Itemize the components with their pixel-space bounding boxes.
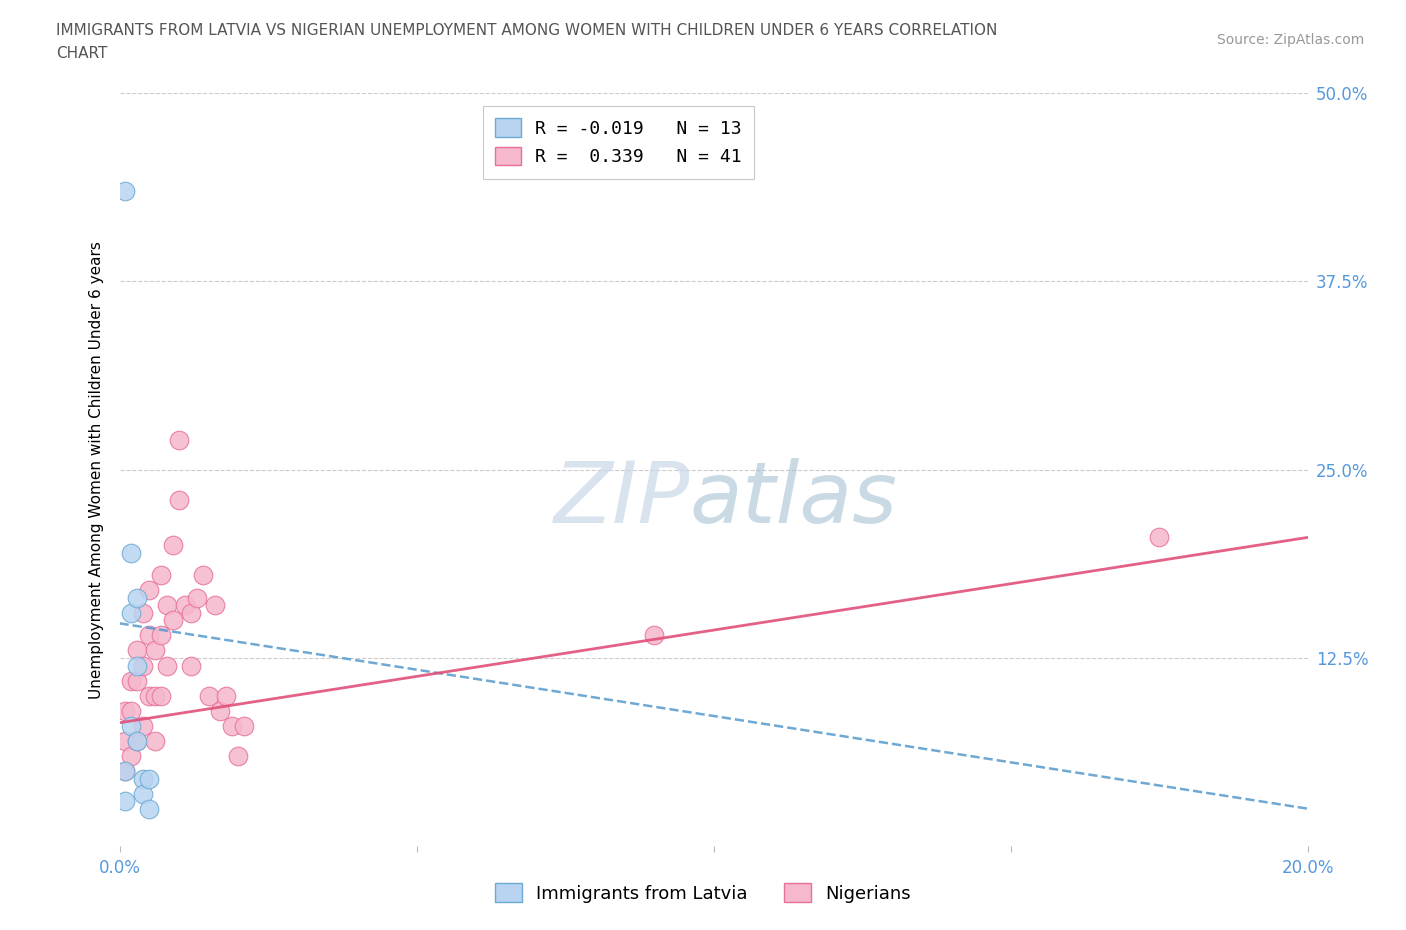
Point <box>138 771 160 786</box>
Point <box>156 598 179 613</box>
Point <box>643 628 665 643</box>
Point <box>120 545 142 560</box>
Point <box>132 786 155 801</box>
Point <box>114 793 136 808</box>
Point <box>132 718 155 733</box>
Legend: R = -0.019   N = 13, R =  0.339   N = 41: R = -0.019 N = 13, R = 0.339 N = 41 <box>482 106 754 179</box>
Point <box>132 771 155 786</box>
Point <box>120 605 142 620</box>
Point <box>1147 530 1170 545</box>
Point <box>138 688 160 703</box>
Point <box>156 658 179 673</box>
Point <box>173 598 195 613</box>
Point <box>191 567 214 582</box>
Point <box>120 703 142 718</box>
Point <box>167 492 190 507</box>
Point <box>114 764 136 778</box>
Point <box>233 718 256 733</box>
Point <box>162 538 184 552</box>
Y-axis label: Unemployment Among Women with Children Under 6 years: Unemployment Among Women with Children U… <box>89 241 104 698</box>
Text: IMMIGRANTS FROM LATVIA VS NIGERIAN UNEMPLOYMENT AMONG WOMEN WITH CHILDREN UNDER : IMMIGRANTS FROM LATVIA VS NIGERIAN UNEMP… <box>56 23 998 38</box>
Point <box>127 658 149 673</box>
Point <box>221 718 243 733</box>
Point <box>114 764 136 778</box>
Point <box>127 673 149 688</box>
Point <box>228 749 250 764</box>
Point <box>150 567 173 582</box>
Point <box>138 583 160 598</box>
Point <box>143 643 166 658</box>
Point <box>127 734 149 749</box>
Text: atlas: atlas <box>690 458 898 541</box>
Point <box>138 802 160 817</box>
Point <box>143 734 166 749</box>
Point <box>186 591 208 605</box>
Point <box>167 432 190 447</box>
Point <box>114 703 136 718</box>
Point <box>150 628 173 643</box>
Point <box>132 658 155 673</box>
Point <box>162 613 184 628</box>
Point <box>120 718 142 733</box>
Point <box>120 749 142 764</box>
Point <box>114 734 136 749</box>
Point <box>127 643 149 658</box>
Point <box>114 183 136 198</box>
Point <box>127 734 149 749</box>
Legend: Immigrants from Latvia, Nigerians: Immigrants from Latvia, Nigerians <box>488 876 918 910</box>
Point <box>150 688 173 703</box>
Point <box>180 605 202 620</box>
Text: Source: ZipAtlas.com: Source: ZipAtlas.com <box>1216 33 1364 46</box>
Point <box>197 688 219 703</box>
Point <box>180 658 202 673</box>
Text: CHART: CHART <box>56 46 108 60</box>
Point <box>204 598 226 613</box>
Point <box>127 591 149 605</box>
Point <box>120 673 142 688</box>
Point <box>138 628 160 643</box>
Point <box>215 688 238 703</box>
Point <box>209 703 232 718</box>
Point <box>132 605 155 620</box>
Point <box>143 688 166 703</box>
Text: ZIP: ZIP <box>554 458 690 541</box>
